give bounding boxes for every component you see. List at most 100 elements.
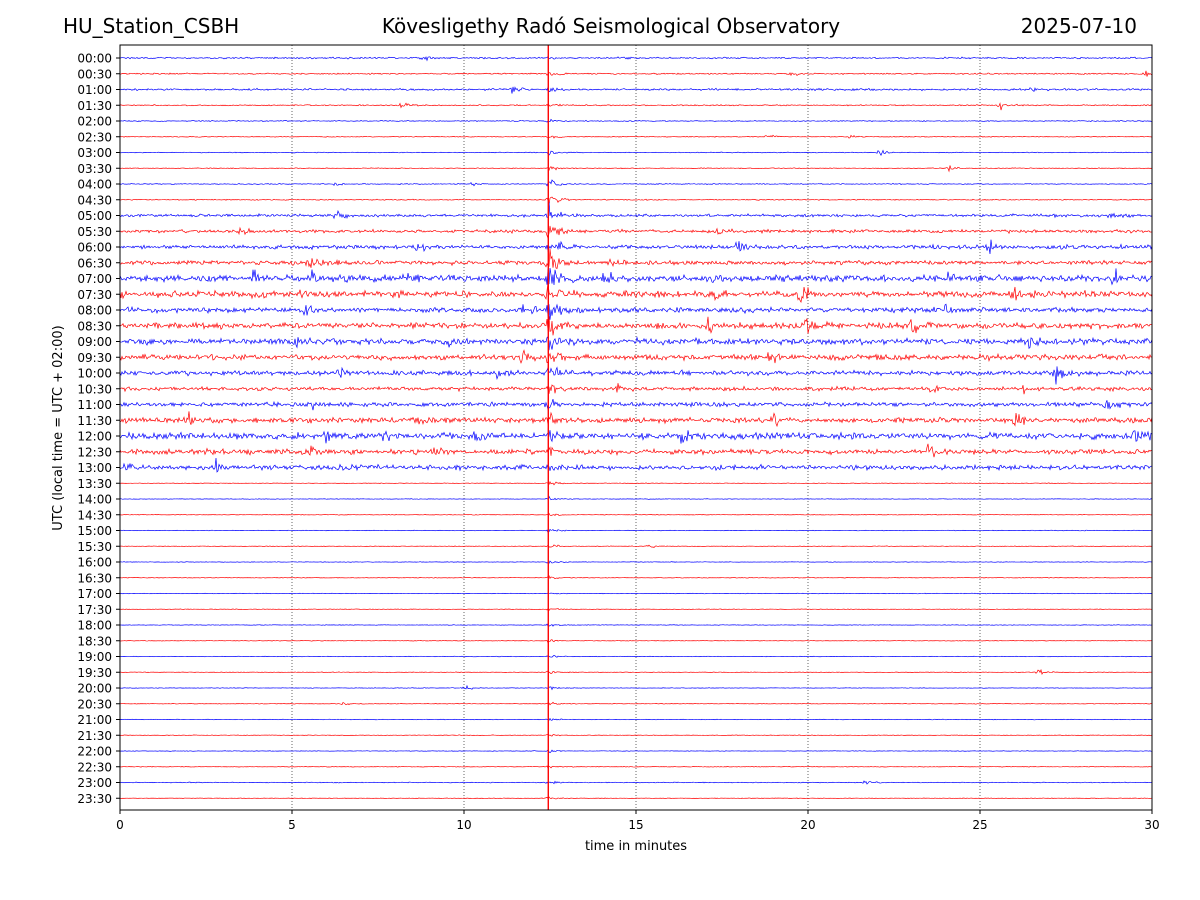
trace-row [120,701,1152,706]
trace-row [120,668,1152,675]
trace-row [120,366,1152,385]
chart-date: 2025-07-10 [1020,14,1137,38]
y-tick-label: 02:30 [77,130,112,144]
y-tick-label: 03:00 [77,146,112,160]
y-tick-label: 11:30 [77,414,112,428]
y-tick-label: 16:30 [77,571,112,585]
y-tick-label: 02:00 [77,115,112,129]
y-tick-label: 09:30 [77,351,112,365]
y-tick-label: 19:30 [77,666,112,680]
trace-row [120,639,1152,644]
y-tick-label: 17:00 [77,587,112,601]
y-tick-label: 08:30 [77,319,112,333]
trace-row [120,592,1152,595]
y-tick-label: 11:00 [77,398,112,412]
trace-group [120,55,1152,800]
trace-row [120,134,1152,139]
x-tick-label: 0 [116,818,124,832]
trace-row [120,335,1152,351]
trace-row [120,430,1152,444]
y-tick-label: 20:30 [77,697,112,711]
y-tick-label: 07:00 [77,272,112,286]
trace-row [120,398,1152,411]
trace-row [120,796,1152,800]
trace-row [120,55,1152,62]
y-tick-label: 10:30 [77,382,112,396]
y-tick-label: 06:00 [77,241,112,255]
trace-row [120,102,1152,111]
trace-row [120,544,1152,549]
y-tick-label: 21:30 [77,729,112,743]
trace-row [120,655,1152,658]
trace-row [120,749,1152,754]
y-tick-label: 22:00 [77,745,112,759]
y-tick-label: 12:00 [77,430,112,444]
x-tick-label: 30 [1144,818,1159,832]
y-tick-label: 14:00 [77,493,112,507]
y-tick-label: 08:00 [77,304,112,318]
y-tick-label: 23:00 [77,776,112,790]
y-tick-label: 13:30 [77,477,112,491]
grid-lines [291,45,981,810]
trace-row [120,575,1152,580]
y-tick-label: 15:00 [77,524,112,538]
station-name: HU_Station_CSBH [63,14,240,38]
trace-row [120,512,1152,517]
y-tick-label: 01:30 [77,99,112,113]
trace-row [120,349,1152,364]
trace-row [120,201,1152,220]
trace-row [120,267,1152,286]
x-tick-label: 25 [972,818,987,832]
trace-row [120,780,1152,785]
trace-row [120,481,1152,486]
y-tick-label: 15:30 [77,540,112,554]
trace-row [120,196,1152,205]
trace-row [120,179,1152,187]
y-tick-label: 05:30 [77,225,112,239]
y-tick-label: 00:30 [77,67,112,81]
trace-row [120,717,1152,721]
x-tick-label: 10 [456,818,471,832]
trace-row [120,443,1152,458]
trace-row [120,383,1152,395]
trace-row [120,239,1152,254]
y-tick-label: 20:00 [77,682,112,696]
y-tick-label: 10:00 [77,367,112,381]
y-tick-label: 07:30 [77,288,112,302]
trace-row [120,85,1152,94]
y-tick-label: 04:00 [77,178,112,192]
trace-row [120,623,1152,627]
trace-row [120,607,1152,612]
y-tick-label: 14:30 [77,508,112,522]
y-tick-label: 06:30 [77,256,112,270]
trace-row [120,165,1152,173]
y-tick-label: 22:30 [77,760,112,774]
y-tick-label: 18:30 [77,634,112,648]
y-tick-label: 00:00 [77,52,112,66]
trace-row [120,149,1152,156]
y-axis-label: UTC (local time = UTC + 02:00) [51,325,66,530]
trace-row [120,458,1152,473]
y-tick-label: 23:30 [77,792,112,806]
y-tick-label: 13:00 [77,461,112,475]
y-tick-label: 18:00 [77,619,112,633]
y-tick-label: 17:30 [77,603,112,617]
x-tick-label: 15 [628,818,643,832]
y-tick-label: 16:00 [77,556,112,570]
x-axis-ticks: 0 5 10 15 20 25 30 [116,810,1160,832]
trace-row [120,684,1152,691]
trace-row [120,70,1152,77]
trace-row [120,528,1152,534]
trace-row [120,560,1152,564]
trace-row [120,495,1152,501]
trace-row [120,303,1152,320]
y-tick-label: 12:30 [77,445,112,459]
y-tick-label: 03:30 [77,162,112,176]
trace-row [120,411,1152,428]
trace-row [120,225,1152,240]
chart-title: Kövesligethy Radó Seismological Observat… [381,14,841,38]
trace-row [120,765,1152,770]
